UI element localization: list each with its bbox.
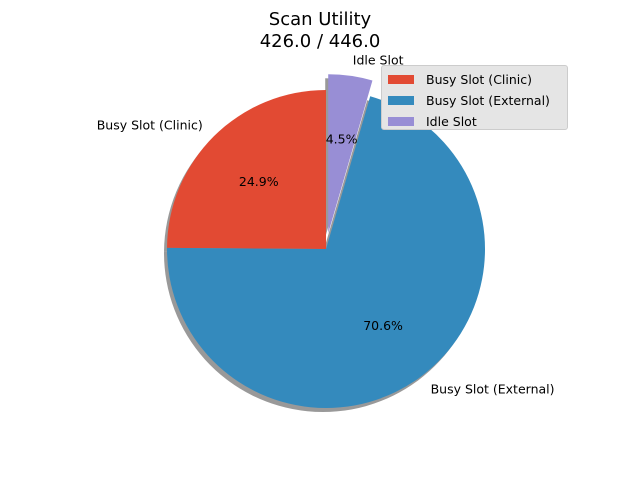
legend-item-busy-clinic: Busy Slot (Clinic) (388, 69, 567, 90)
chart-legend: Busy Slot (Clinic) Busy Slot (External) … (381, 65, 568, 130)
legend-swatch-busy-clinic (388, 75, 414, 84)
legend-item-idle: Idle Slot (388, 111, 567, 132)
legend-item-busy-external: Busy Slot (External) (388, 90, 567, 111)
slice-label-busy-clinic: Busy Slot (Clinic) (97, 117, 203, 132)
pie-slice-idle (328, 74, 373, 234)
chart-subtitle: 426.0 / 446.0 (259, 31, 381, 52)
percent-label-idle: 4.5% (326, 131, 358, 146)
slice-label-idle: Idle Slot (353, 53, 404, 68)
legend-label-busy-clinic: Busy Slot (Clinic) (426, 72, 533, 87)
slice-label-busy-external: Busy Slot (External) (431, 382, 555, 397)
chart-title: Scan Utility (268, 9, 372, 30)
pie-slice-busy-external (167, 96, 486, 408)
pie-slice-busy-clinic (167, 90, 326, 249)
legend-label-idle: Idle Slot (426, 114, 477, 129)
legend-swatch-idle (388, 117, 414, 126)
legend-label-busy-external: Busy Slot (External) (426, 93, 550, 108)
percent-label-busy-clinic: 24.9% (239, 174, 279, 189)
legend-swatch-busy-external (388, 96, 414, 105)
percent-label-busy-external: 70.6% (363, 318, 403, 333)
